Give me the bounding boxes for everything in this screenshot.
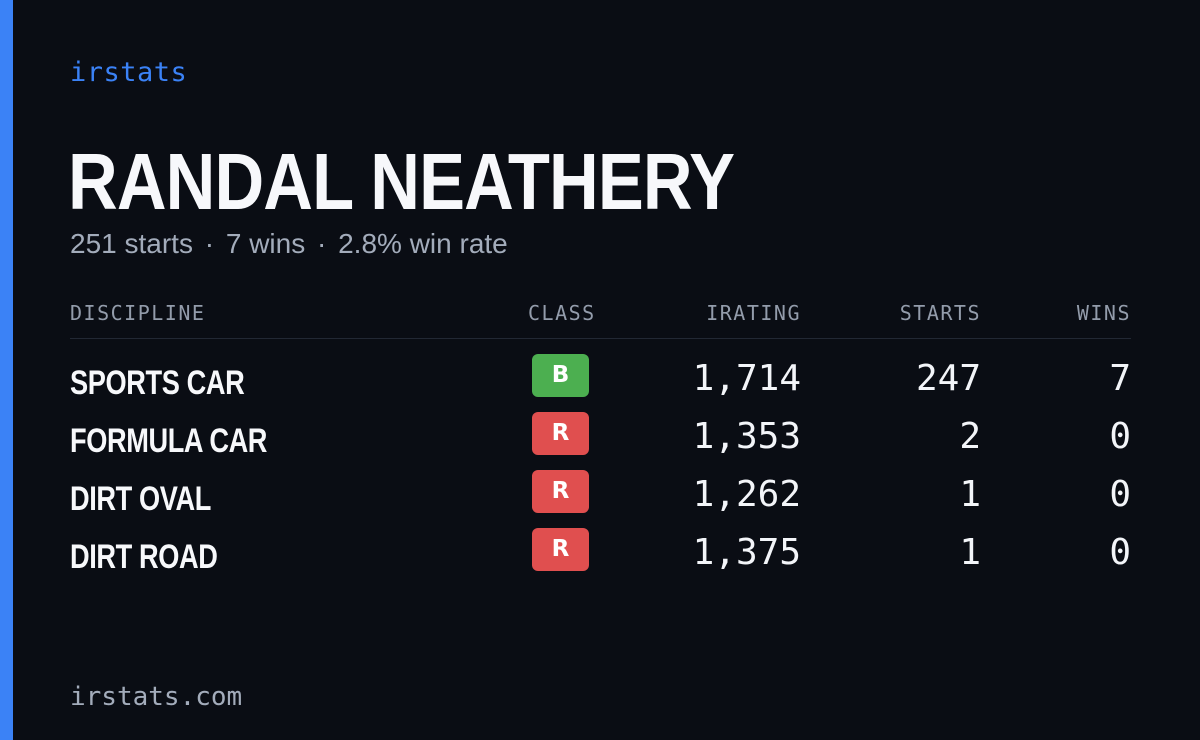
summary-win-rate: 2.8% win rate [338,228,508,259]
wins-value: 0 [1109,474,1131,515]
irating-value: 1,375 [692,532,801,573]
table-header: DISCIPLINE CLASS IRATING STARTS WINS [70,300,1131,339]
header-wins: WINS [1076,301,1131,325]
discipline-label: DIRT ROAD [70,538,218,576]
driver-name: RANDAL NEATHERY [68,137,735,226]
footer-url[interactable]: irstats.com [70,682,243,712]
class-badge: R [532,470,589,513]
starts-value: 1 [959,474,981,515]
table-row: SPORTS CAR B 1,714 247 7 [70,350,1131,408]
accent-bar [0,0,13,740]
irating-value: 1,262 [692,474,801,515]
driver-summary: 251 starts · 7 wins · 2.8% win rate [70,228,508,260]
discipline-label: SPORTS CAR [70,364,245,402]
brand-logo: irstats [70,57,188,88]
class-badge: R [532,412,589,455]
table-row: FORMULA CAR R 1,353 2 0 [70,408,1131,466]
summary-separator: · [317,228,327,259]
header-class: CLASS [528,301,596,325]
header-discipline: DISCIPLINE [70,301,206,325]
summary-wins: 7 wins [225,228,306,259]
irating-value: 1,353 [692,416,801,457]
starts-value: 247 [915,358,981,399]
starts-value: 1 [959,532,981,573]
table-row: DIRT ROAD R 1,375 1 0 [70,524,1131,582]
discipline-label: DIRT OVAL [70,480,211,518]
discipline-table: SPORTS CAR B 1,714 247 7 FORMULA CAR R 1… [70,350,1131,582]
starts-value: 2 [959,416,981,457]
table-row: DIRT OVAL R 1,262 1 0 [70,466,1131,524]
header-starts: STARTS [899,301,981,325]
discipline-label: FORMULA CAR [70,422,268,460]
wins-value: 7 [1109,358,1131,399]
wins-value: 0 [1109,416,1131,457]
summary-separator: · [204,228,215,259]
class-badge: R [532,528,589,571]
class-badge: B [532,354,589,397]
wins-value: 0 [1109,532,1131,573]
summary-starts: 251 starts [70,228,193,259]
irating-value: 1,714 [692,358,801,399]
header-irating: IRATING [706,301,801,325]
